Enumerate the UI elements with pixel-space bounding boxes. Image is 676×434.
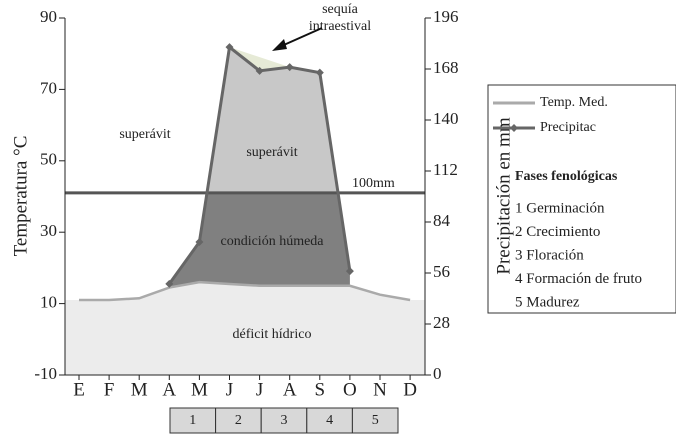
y2-tick-label: 56 — [433, 262, 450, 281]
phase-box — [351, 407, 399, 434]
phase-box — [215, 407, 262, 434]
phase-number: 4 — [326, 413, 333, 428]
drought-area — [229, 47, 290, 71]
x-tick-label: E — [73, 379, 85, 400]
y2-tick-label: 168 — [433, 58, 459, 77]
y2-tick-label: 0 — [433, 364, 442, 383]
y2-tick-label: 196 — [433, 7, 459, 26]
reference-label: 100mm — [352, 176, 395, 191]
phase-number: 3 — [281, 413, 288, 428]
annotation: condición húmeda — [220, 234, 324, 249]
x-tick-label: A — [162, 379, 176, 400]
x-tick-label: M — [191, 379, 208, 400]
phase-box — [306, 407, 353, 434]
annotation: intraestival — [309, 19, 371, 34]
y2-tick-label: 140 — [433, 109, 459, 128]
legend-marker — [510, 124, 518, 132]
legend-label: Precipitac — [540, 120, 596, 135]
point — [255, 66, 264, 75]
x-tick-label: O — [343, 379, 357, 400]
x-tick-label: S — [315, 379, 326, 400]
humid-area — [169, 192, 350, 288]
x-tick-label: J — [226, 379, 233, 400]
point — [195, 238, 204, 247]
phase-item: 2 Crecimiento — [515, 224, 600, 240]
phase-box — [260, 407, 308, 434]
surplus-area — [206, 47, 339, 193]
x-tick-label: D — [403, 379, 417, 400]
x-tick-label: J — [256, 379, 263, 400]
x-tick-label: F — [104, 379, 115, 400]
deficit-area — [65, 282, 425, 375]
legend-label: Temp. Med. — [540, 95, 608, 110]
phase-number: 5 — [372, 413, 379, 428]
point — [225, 43, 234, 52]
phase-box — [169, 407, 217, 434]
y-tick-label: 70 — [40, 78, 57, 97]
legend-title: Fases fenológicas — [515, 169, 618, 184]
phase-item: 5 Madurez — [515, 294, 580, 310]
annotation: sequía — [322, 2, 359, 17]
y-tick-label: -10 — [34, 364, 57, 383]
phase-number: 1 — [189, 413, 196, 428]
point — [285, 63, 294, 72]
annotation: superávit — [246, 145, 297, 160]
y2-axis-label: Precipitación en mm — [493, 117, 514, 274]
y-tick-label: 30 — [40, 221, 57, 240]
y2-tick-label: 28 — [433, 313, 450, 332]
legend-box — [487, 84, 676, 314]
y2-tick-label: 84 — [433, 211, 451, 230]
annotation: déficit hídrico — [233, 327, 312, 342]
point — [315, 68, 324, 77]
phase-item: 3 Floración — [515, 247, 584, 263]
phase-item: 4 Formación de fruto — [515, 271, 642, 287]
y-tick-label: 50 — [40, 150, 57, 169]
x-tick-label: M — [131, 379, 148, 400]
arrow-head — [272, 39, 287, 51]
point — [165, 279, 174, 288]
phase-item: 1 Germinación — [515, 200, 605, 216]
y-tick-label: 90 — [40, 7, 57, 26]
x-tick-label: A — [283, 379, 297, 400]
y-tick-label: 10 — [40, 293, 57, 312]
annotation: superávit — [119, 127, 170, 142]
y-axis-label: Temperatura °C — [10, 136, 31, 257]
series-line — [79, 280, 411, 302]
point — [345, 267, 354, 276]
y2-tick-label: 112 — [433, 160, 458, 179]
x-tick-label: N — [373, 379, 387, 400]
phase-number: 2 — [235, 413, 242, 428]
